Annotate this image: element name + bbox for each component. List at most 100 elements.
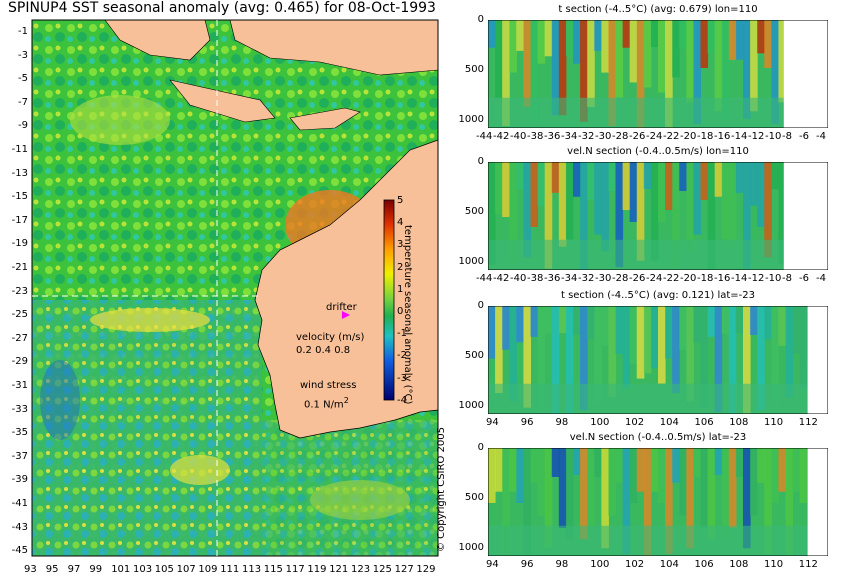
section-x-tick: 96 xyxy=(520,417,534,428)
section-x-tick: -22 xyxy=(663,131,680,142)
velocity-scale-2: 0.4 xyxy=(315,345,331,356)
lon-tick: 99 xyxy=(89,564,103,575)
depth-tick: 1000 xyxy=(458,542,484,553)
lat-tick: -7 xyxy=(18,96,28,108)
lat-tick: -1 xyxy=(18,26,28,37)
section-x-tick: -6 xyxy=(799,131,809,142)
depth-tick: 500 xyxy=(464,350,484,361)
depth-tick: 0 xyxy=(477,156,484,167)
section-x-tick: -14 xyxy=(731,131,748,142)
section-title: vel.N section (-0.4..0.5m/s) lon=110 xyxy=(567,146,749,157)
section-title: t section (-4..5°C) (avg: 0.679) lon=110 xyxy=(558,4,758,15)
lon-tick: 111 xyxy=(220,564,240,575)
wind-label: wind stress xyxy=(300,380,357,391)
lon-tick: 115 xyxy=(263,564,283,575)
section-x-tick: -16 xyxy=(714,131,731,142)
section-x-tick: 112 xyxy=(798,417,818,428)
wind-scale-value: 0.1 N/m xyxy=(304,399,344,411)
section-x-tick: -10 xyxy=(765,131,782,142)
section-x-tick: -18 xyxy=(697,273,714,284)
lat-tick: -37 xyxy=(11,450,28,462)
wind-scale: 0.1 N/m2 xyxy=(304,396,349,410)
section-x-tick: -34 xyxy=(561,131,578,142)
page-title: SPINUP4 SST seasonal anomaly (avg: 0.465… xyxy=(8,0,436,16)
lat-tick: -13 xyxy=(11,167,28,179)
colorbar-tick: -3 xyxy=(397,372,407,384)
section-x-tick: 98 xyxy=(555,559,569,570)
colorbar-tick: -1 xyxy=(397,328,407,340)
lon-tick: 97 xyxy=(67,564,81,575)
section-x-tick: -40 xyxy=(510,273,527,284)
section-title: t section (-4..5°C) (avg: 0.121) lat=-23 xyxy=(560,290,756,301)
lat-tick: -3 xyxy=(18,49,28,61)
section-x-tick: -20 xyxy=(680,273,697,284)
lon-tick: 129 xyxy=(416,564,436,575)
depth-tick: 1000 xyxy=(458,400,484,411)
section-x-tick: -8 xyxy=(782,273,792,284)
section-x-tick: -20 xyxy=(680,131,697,142)
lat-tick: -25 xyxy=(11,309,28,321)
lat-tick: -23 xyxy=(11,285,28,297)
lat-tick: -41 xyxy=(11,498,28,509)
section-x-tick: -36 xyxy=(544,131,561,142)
section-x-tick: -4 xyxy=(816,131,826,142)
lat-tick: -33 xyxy=(11,403,28,415)
lon-tick: 109 xyxy=(198,564,218,575)
section-x-tick: -6 xyxy=(799,273,809,284)
lat-tick: -39 xyxy=(11,474,28,486)
section-x-tick: -10 xyxy=(765,273,782,284)
section-x-tick: -16 xyxy=(714,273,731,284)
section-x-tick: 104 xyxy=(659,417,679,428)
section-x-tick: 106 xyxy=(694,417,714,428)
section-heatmap xyxy=(488,162,828,270)
section-heatmap xyxy=(488,448,828,556)
section-x-tick: -26 xyxy=(629,273,646,284)
lon-tick: 101 xyxy=(111,564,131,575)
lat-tick: -11 xyxy=(11,144,28,155)
section-x-tick: 98 xyxy=(555,417,569,428)
lon-tick: 93 xyxy=(24,564,37,575)
lon-tick: 123 xyxy=(351,564,371,575)
lat-tick: -5 xyxy=(18,73,28,85)
lon-tick: 105 xyxy=(154,564,174,575)
section-x-tick: 100 xyxy=(590,417,610,428)
depth-tick: 0 xyxy=(477,14,484,25)
section-x-tick: 96 xyxy=(520,559,534,570)
copyright: © Copyright CSIRO 2005 xyxy=(436,427,447,552)
lon-tick: 117 xyxy=(285,564,305,575)
section-x-tick: -32 xyxy=(578,131,595,142)
section-x-tick: -36 xyxy=(544,273,561,284)
section-x-tick: 112 xyxy=(798,559,818,570)
colorbar-tick: -2 xyxy=(397,350,407,362)
lon-tick: 113 xyxy=(242,564,262,575)
section-x-tick: -22 xyxy=(663,273,680,284)
section-x-tick: -24 xyxy=(646,273,663,284)
depth-tick: 500 xyxy=(464,206,484,217)
lon-tick: 103 xyxy=(133,564,153,575)
colorbar-label: temperature seasonal anomaly (°C) xyxy=(402,225,413,404)
lat-tick: -45 xyxy=(11,545,28,557)
lon-tick: 127 xyxy=(394,564,414,575)
section-x-tick: 110 xyxy=(764,559,784,570)
section-x-tick: -44 xyxy=(476,273,493,284)
colorbar-tick: -4 xyxy=(397,394,407,406)
section-x-tick: -30 xyxy=(595,131,612,142)
section-x-tick: -42 xyxy=(493,131,510,142)
colorbar-tick: 3 xyxy=(397,239,404,251)
colorbar-tick: 2 xyxy=(397,261,404,273)
colorbar-tick: 1 xyxy=(397,283,404,295)
section-x-tick: 102 xyxy=(625,559,645,570)
lat-tick: -29 xyxy=(11,356,28,368)
section-x-tick: -14 xyxy=(731,273,748,284)
section-x-tick: 94 xyxy=(486,417,499,428)
depth-tick: 1000 xyxy=(458,114,484,125)
section-x-tick: -28 xyxy=(612,131,629,142)
section-x-tick: -4 xyxy=(816,273,826,284)
section-title: vel.N section (-0.4..0.5m/s) lat=-23 xyxy=(569,432,747,443)
velocity-scale-1: 0.2 xyxy=(296,345,312,356)
section-heatmap xyxy=(488,20,828,128)
section-x-tick: 106 xyxy=(694,559,714,570)
lon-tick: 121 xyxy=(329,564,349,575)
lon-tick: 95 xyxy=(45,564,59,575)
velocity-scale: 0.2 0.4 0.8 xyxy=(296,345,350,356)
